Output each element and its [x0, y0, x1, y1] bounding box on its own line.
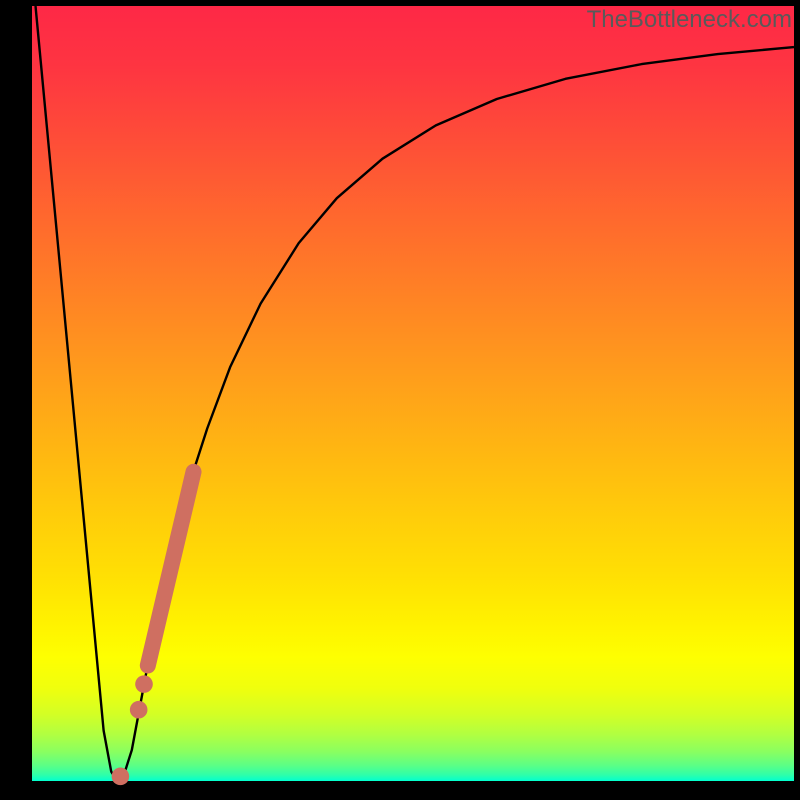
chart-container: TheBottleneck.com	[0, 0, 800, 800]
highlight-band	[148, 472, 194, 666]
watermark-text: TheBottleneck.com	[587, 6, 792, 34]
highlight-dot	[130, 701, 148, 719]
chart-overlay	[0, 0, 800, 800]
highlight-dot	[112, 768, 130, 786]
highlight-dot	[135, 675, 153, 693]
